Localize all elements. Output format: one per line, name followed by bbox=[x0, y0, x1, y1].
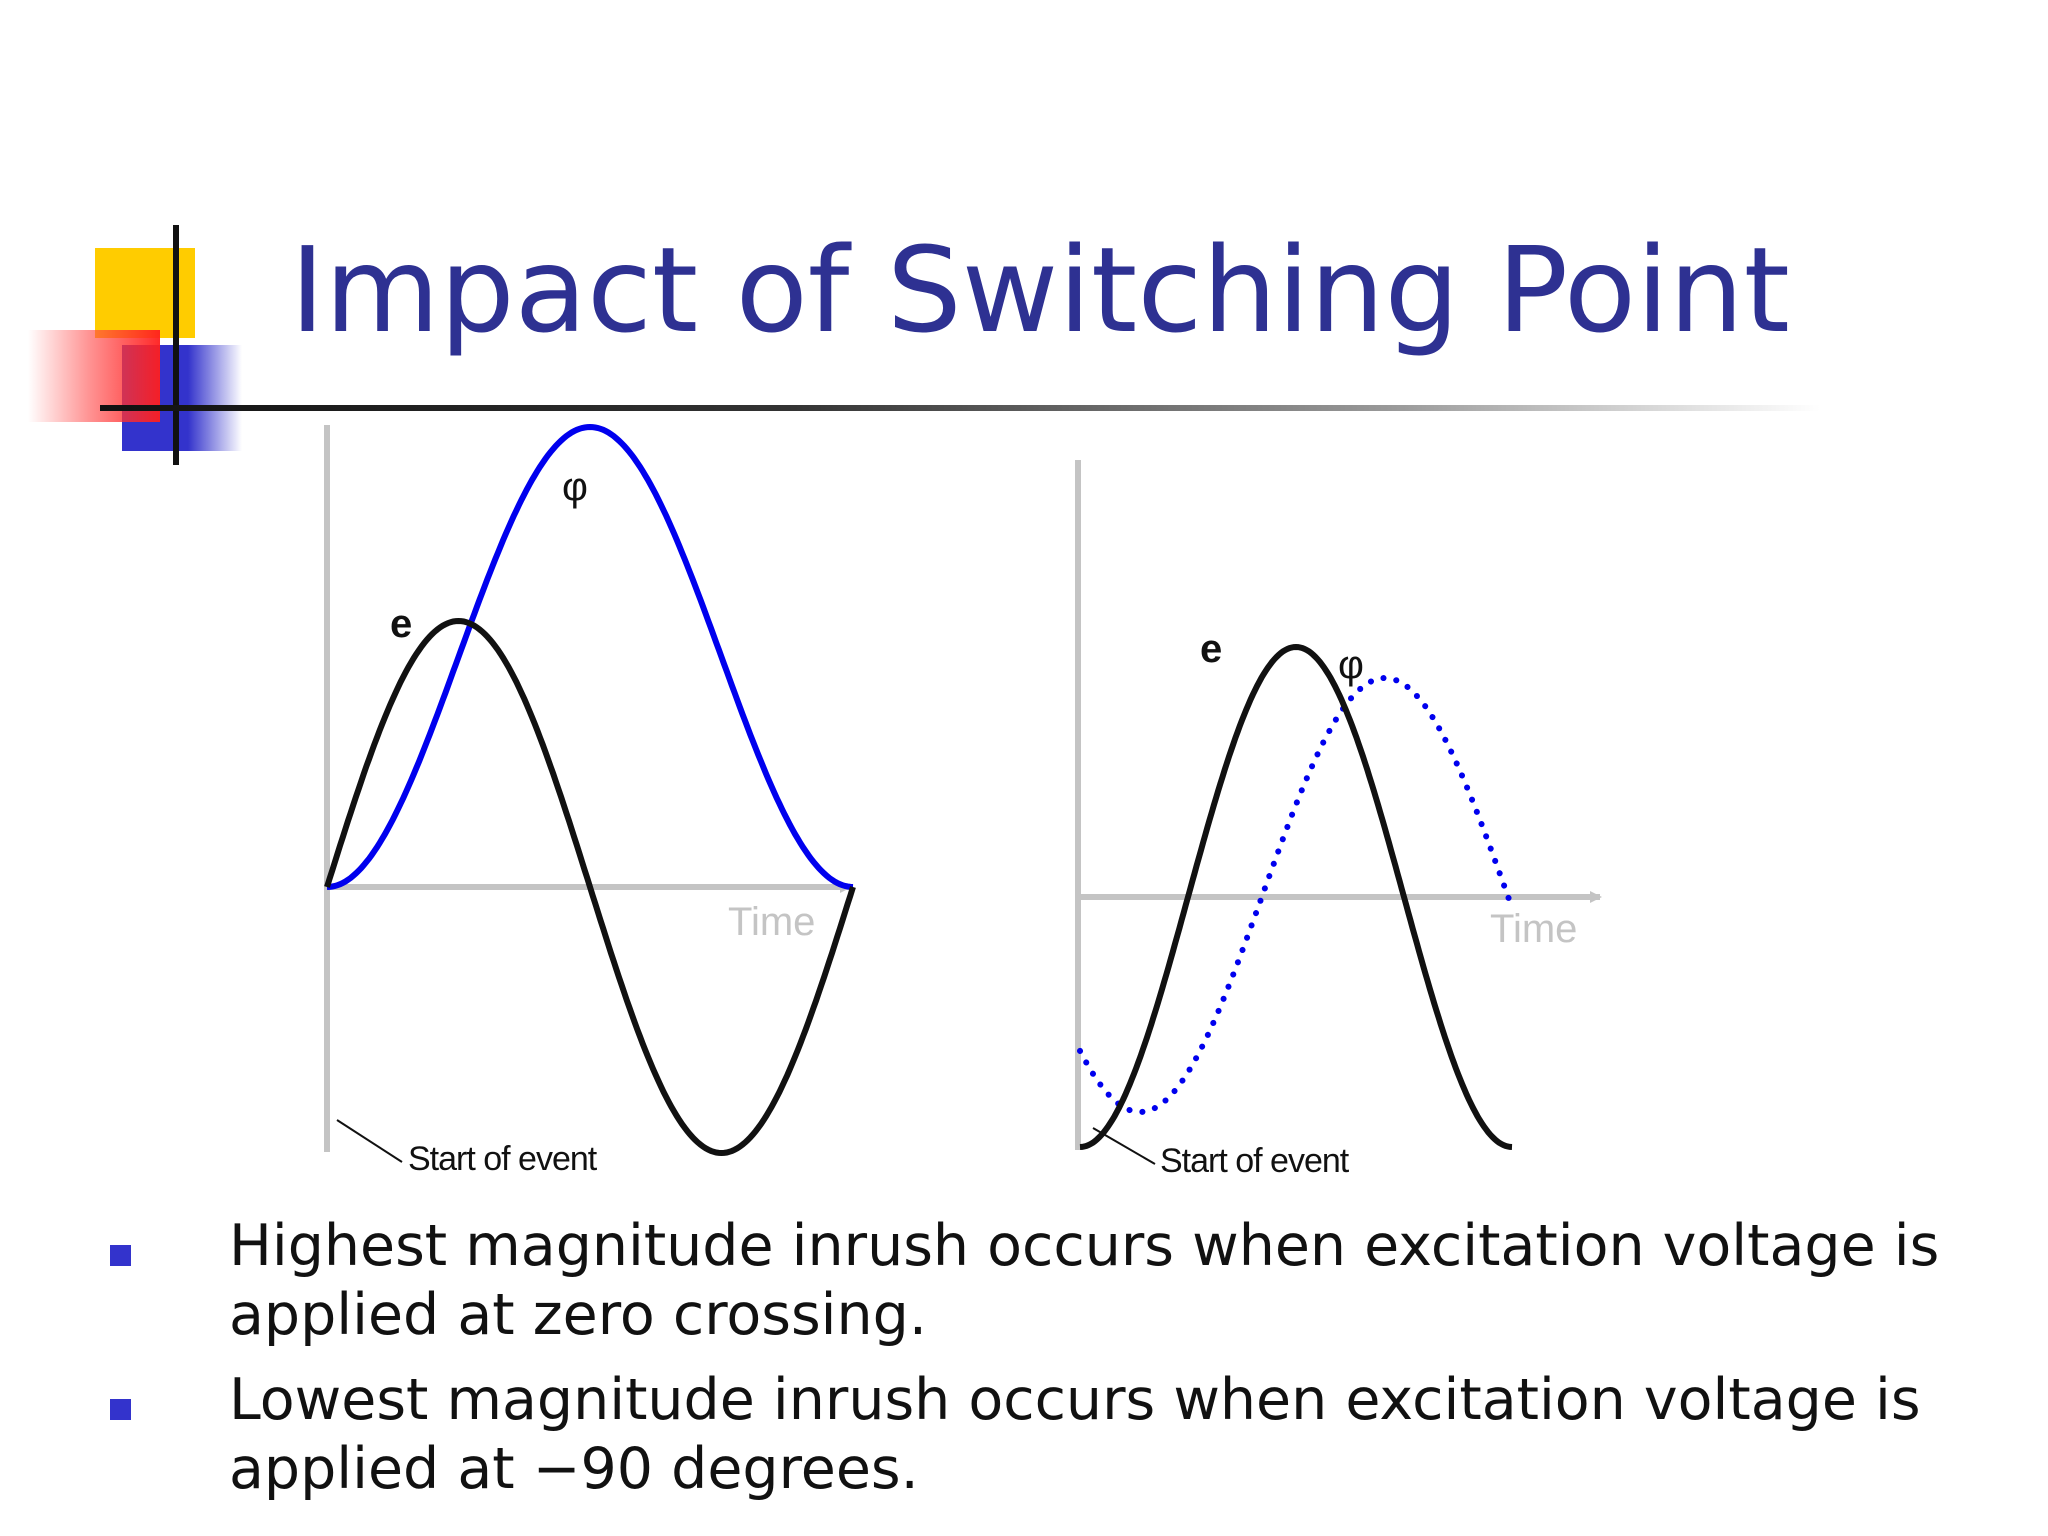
right-phi-label: φ bbox=[1338, 643, 1364, 687]
decor-vertical-line bbox=[173, 225, 179, 465]
left-flux-curve bbox=[326, 423, 854, 890]
bullet-list: Highest magnitude inrush occurs when exc… bbox=[0, 1212, 2048, 1520]
right-start-of-event: Start of event bbox=[1160, 1142, 1350, 1180]
right-flux-curve bbox=[1077, 674, 1515, 1116]
right-time-label: Time bbox=[1490, 907, 1577, 951]
left-start-of-event: Start of event bbox=[408, 1140, 598, 1178]
right-panel: e φ Time Start of event bbox=[1075, 460, 1602, 1180]
right-voltage-curve bbox=[1079, 643, 1513, 1150]
left-time-label: Time bbox=[728, 900, 815, 944]
bullet-square-icon bbox=[110, 1245, 131, 1266]
bullet-item: Lowest magnitude inrush occurs when exci… bbox=[0, 1366, 2048, 1520]
left-e-label: e bbox=[390, 602, 412, 646]
left-voltage-curve bbox=[324, 617, 856, 1157]
left-panel: φ e Time Start of event bbox=[324, 423, 856, 1178]
left-event-pointer bbox=[336, 1119, 403, 1163]
bullet-item: Highest magnitude inrush occurs when exc… bbox=[0, 1212, 2048, 1366]
bullet-square-icon bbox=[110, 1399, 131, 1420]
right-e-label: e bbox=[1200, 627, 1222, 671]
left-phi-label: φ bbox=[562, 465, 588, 509]
right-event-pointer bbox=[1092, 1127, 1156, 1165]
title-underline bbox=[100, 405, 1820, 411]
bullet-text: Highest magnitude inrush occurs when exc… bbox=[229, 1213, 1940, 1348]
slide-title: Impact of Switching Point bbox=[290, 221, 1790, 359]
bullet-text: Lowest magnitude inrush occurs when exci… bbox=[229, 1367, 1921, 1502]
